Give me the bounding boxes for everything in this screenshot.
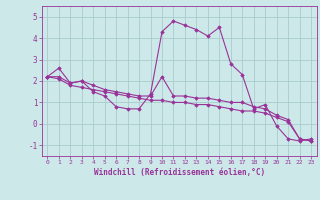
X-axis label: Windchill (Refroidissement éolien,°C): Windchill (Refroidissement éolien,°C)	[94, 168, 265, 177]
